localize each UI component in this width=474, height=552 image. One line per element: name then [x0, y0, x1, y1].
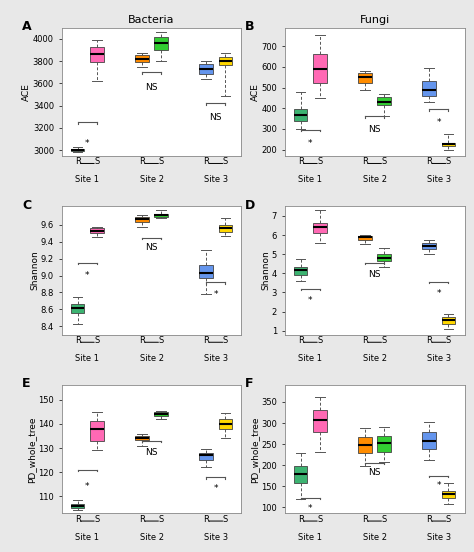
Bar	[358, 73, 372, 83]
Text: *: *	[308, 139, 312, 148]
Bar	[358, 437, 372, 453]
Text: Site 2: Site 2	[139, 354, 164, 363]
Text: B: B	[245, 20, 255, 33]
Text: NS: NS	[368, 468, 381, 477]
Y-axis label: Shannon: Shannon	[30, 251, 39, 290]
Bar	[219, 419, 232, 429]
Bar	[200, 266, 213, 278]
Y-axis label: ACE: ACE	[251, 83, 260, 100]
Text: Site 3: Site 3	[204, 533, 228, 542]
Text: Site 1: Site 1	[298, 175, 322, 184]
Text: D: D	[245, 199, 255, 212]
Text: *: *	[437, 118, 441, 126]
Title: Bacteria: Bacteria	[128, 15, 175, 25]
Bar	[294, 267, 308, 275]
Text: Site 2: Site 2	[139, 175, 164, 184]
Y-axis label: Shannon: Shannon	[261, 251, 270, 290]
Text: Site 2: Site 2	[363, 354, 387, 363]
Text: *: *	[308, 296, 312, 305]
Text: NS: NS	[146, 243, 158, 252]
Text: Site 2: Site 2	[363, 175, 387, 184]
Bar	[294, 109, 308, 121]
Bar	[200, 453, 213, 460]
Bar	[135, 437, 149, 440]
Text: *: *	[308, 504, 312, 513]
Title: Fungi: Fungi	[359, 15, 390, 25]
Text: *: *	[85, 139, 90, 148]
Bar	[377, 254, 391, 261]
Bar	[90, 422, 104, 441]
Text: *: *	[85, 272, 90, 280]
Y-axis label: PD_whole_tree: PD_whole_tree	[251, 416, 260, 482]
Bar	[442, 317, 455, 324]
Text: NS: NS	[210, 113, 222, 123]
Bar	[219, 225, 232, 232]
Bar	[219, 56, 232, 66]
Bar	[71, 504, 84, 508]
Text: Site 2: Site 2	[363, 533, 387, 542]
Text: NS: NS	[146, 448, 158, 457]
Bar	[135, 217, 149, 221]
Text: Site 3: Site 3	[427, 175, 451, 184]
Text: NS: NS	[146, 83, 158, 92]
Bar	[422, 243, 436, 250]
Bar	[155, 36, 168, 50]
Bar	[155, 412, 168, 416]
Text: Site 3: Site 3	[204, 175, 228, 184]
Bar	[422, 81, 436, 96]
Text: Site 1: Site 1	[298, 354, 322, 363]
Bar	[377, 97, 391, 105]
Text: A: A	[22, 20, 32, 33]
Y-axis label: PD_whole_tree: PD_whole_tree	[27, 416, 36, 482]
Text: *: *	[437, 481, 441, 490]
Bar	[377, 436, 391, 452]
Text: *: *	[437, 289, 441, 298]
Text: Site 3: Site 3	[204, 354, 228, 363]
Text: F: F	[245, 378, 254, 390]
Bar	[90, 46, 104, 62]
Bar	[313, 55, 327, 83]
Text: Site 3: Site 3	[427, 533, 451, 542]
Text: Site 1: Site 1	[75, 354, 100, 363]
Text: E: E	[22, 378, 30, 390]
Text: *: *	[214, 484, 218, 493]
Bar	[422, 432, 436, 449]
Bar	[90, 229, 104, 233]
Text: NS: NS	[368, 125, 381, 134]
Bar	[294, 466, 308, 482]
Bar	[155, 214, 168, 216]
Bar	[71, 304, 84, 314]
Bar	[71, 150, 84, 151]
Bar	[313, 410, 327, 432]
Bar	[135, 55, 149, 62]
Bar	[358, 236, 372, 240]
Text: *: *	[85, 482, 90, 491]
Text: *: *	[214, 290, 218, 299]
Text: Site 1: Site 1	[75, 533, 100, 542]
Y-axis label: ACE: ACE	[22, 83, 31, 100]
Text: Site 2: Site 2	[139, 533, 164, 542]
Text: Site 1: Site 1	[298, 533, 322, 542]
Text: C: C	[22, 199, 31, 212]
Bar	[313, 222, 327, 233]
Text: Site 1: Site 1	[75, 175, 100, 184]
Bar	[200, 65, 213, 74]
Text: Site 3: Site 3	[427, 354, 451, 363]
Text: NS: NS	[368, 269, 381, 279]
Bar	[442, 143, 455, 146]
Bar	[442, 491, 455, 498]
